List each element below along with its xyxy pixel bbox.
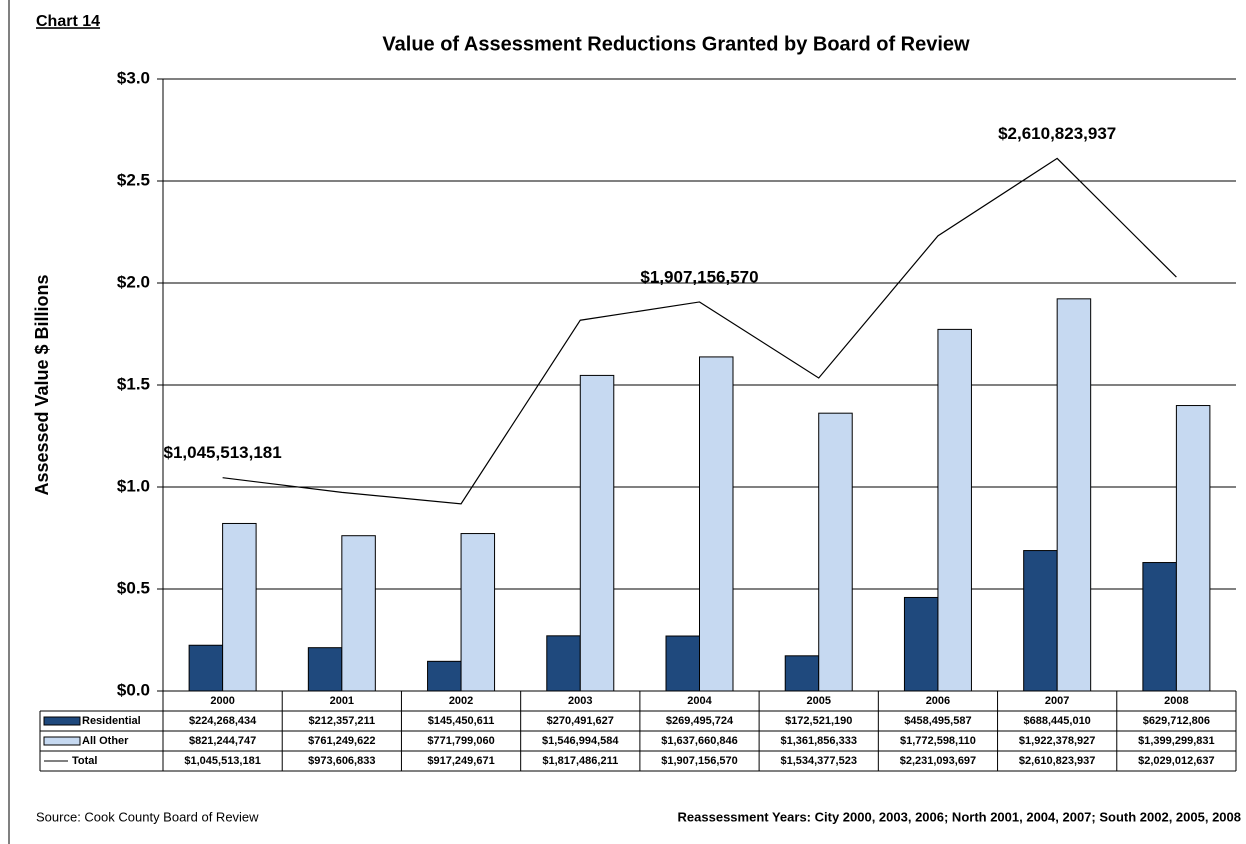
source: Source: Cook County Board of Review — [36, 809, 259, 824]
x-tick-label: 2001 — [330, 695, 354, 707]
table-value: $1,817,486,211 — [542, 755, 618, 767]
x-tick-label: 2006 — [926, 695, 950, 707]
y-tick-label: $0.5 — [117, 578, 150, 597]
table-value: $1,907,156,570 — [661, 755, 737, 767]
total-line — [222, 157, 1177, 505]
bar — [1142, 562, 1177, 692]
y-axis-label: Assessed Value $ Billions — [32, 274, 52, 495]
bar — [307, 647, 343, 692]
annotation: $1,907,156,570 — [640, 267, 758, 286]
x-tick-label: 2007 — [1045, 695, 1069, 707]
bar — [427, 660, 462, 692]
table-value: $917,249,671 — [427, 755, 494, 767]
table-value: $1,361,856,333 — [780, 735, 856, 747]
table-value: $1,922,378,927 — [1019, 735, 1095, 747]
table-value: $688,445,010 — [1024, 715, 1091, 727]
bar — [222, 522, 257, 692]
table-value: $1,546,994,584 — [542, 735, 619, 747]
chart-label: Chart 14 — [36, 13, 100, 30]
table-value: $145,450,611 — [428, 715, 495, 727]
y-tick-label: $2.5 — [117, 170, 150, 189]
table-value: $1,637,660,846 — [661, 735, 737, 747]
annotation: $2,610,823,937 — [998, 124, 1116, 143]
bar — [784, 655, 820, 692]
table-value: $270,491,627 — [547, 715, 614, 727]
bar — [188, 644, 224, 692]
y-tick-label: $3.0 — [117, 68, 150, 87]
table-value: $212,357,211 — [308, 715, 375, 727]
y-tick-label: $0.0 — [117, 680, 150, 699]
bar — [460, 533, 496, 692]
table-value: $1,772,598,110 — [900, 735, 976, 747]
table-value: $458,495,587 — [904, 715, 971, 727]
table-value: $224,268,434 — [189, 715, 257, 727]
table-value: $269,495,724 — [666, 715, 734, 727]
table-value: $2,610,823,937 — [1019, 755, 1095, 767]
legend-marker — [43, 716, 81, 726]
table-value: $973,606,833 — [308, 755, 375, 767]
note: Reassessment Years: City 2000, 2003, 200… — [678, 809, 1241, 824]
table-value: $2,231,093,697 — [900, 755, 976, 767]
legend-label: All Other — [82, 735, 129, 747]
table-value: $761,249,622 — [308, 735, 375, 747]
bar — [546, 635, 581, 692]
annotation: $1,045,513,181 — [164, 443, 282, 462]
chart-title: Value of Assessment Reductions Granted b… — [382, 33, 970, 55]
x-tick-label: 2000 — [210, 695, 234, 707]
table-value: $1,045,513,181 — [184, 755, 260, 767]
bar — [579, 374, 615, 692]
y-tick-label: $1.5 — [117, 374, 150, 393]
legend-marker — [43, 736, 81, 746]
table-value: $1,534,377,523 — [780, 755, 856, 767]
table-value: $172,521,190 — [785, 715, 852, 727]
bar — [699, 356, 734, 692]
x-tick-label: 2008 — [1164, 695, 1188, 707]
bar — [665, 635, 700, 692]
table-value: $2,029,012,637 — [1138, 755, 1214, 767]
x-tick-label: 2002 — [449, 695, 473, 707]
bar — [1175, 405, 1211, 692]
bar — [1023, 550, 1058, 692]
x-tick-label: 2003 — [568, 695, 592, 707]
bar — [818, 412, 853, 692]
bar — [903, 596, 939, 692]
x-tick-label: 2004 — [687, 695, 712, 707]
x-tick-label: 2005 — [806, 695, 830, 707]
table-value: $771,799,060 — [427, 735, 494, 747]
table-value: $1,399,299,831 — [1138, 735, 1214, 747]
bar — [341, 535, 376, 692]
bar — [937, 328, 972, 692]
bar — [1056, 298, 1092, 692]
legend-label: Total — [72, 755, 97, 767]
table-value: $821,244,747 — [189, 735, 256, 747]
y-tick-label: $2.0 — [117, 272, 150, 291]
table-value: $629,712,806 — [1143, 715, 1210, 727]
y-tick-label: $1.0 — [117, 476, 150, 495]
legend-label: Residential — [82, 715, 141, 727]
